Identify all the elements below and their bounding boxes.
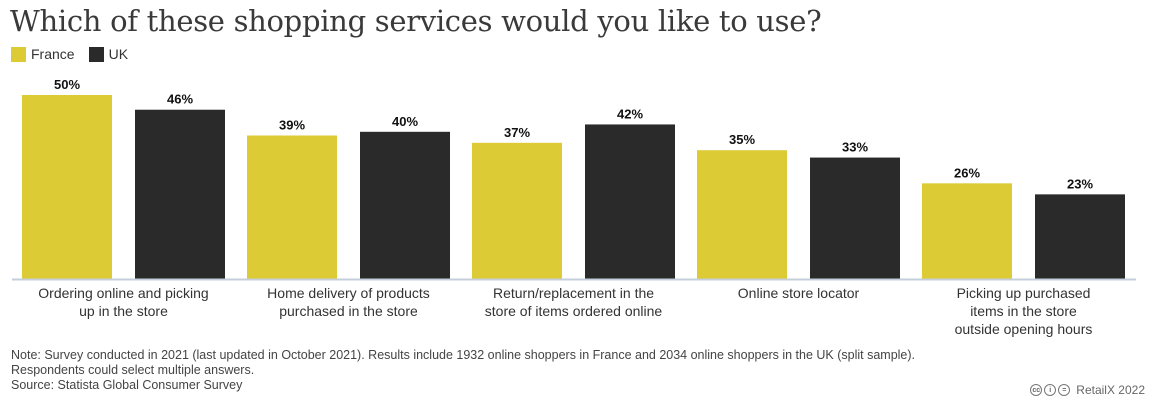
data-label-uk-2: 42%	[617, 106, 643, 121]
legend-item-uk: UK	[88, 46, 129, 62]
bar-france-1	[247, 135, 337, 279]
chart-title: Which of these shopping services would y…	[10, 4, 822, 38]
category-label-4: Picking up purchased items in the store ou…	[955, 285, 1093, 337]
bar-uk-3	[810, 157, 900, 279]
cc-icon: cc	[1030, 384, 1043, 396]
bar-uk-1	[360, 131, 450, 279]
bar-uk-2	[585, 124, 675, 279]
credit-text: RetailX 2022	[1076, 383, 1145, 397]
credit: cc i = RetailX 2022	[1030, 383, 1145, 397]
legend-swatch-uk	[88, 46, 104, 62]
legend-label-france: France	[31, 46, 75, 62]
chart-notes: Note: Survey conducted in 2021 (last upd…	[11, 348, 915, 393]
legend: France UK	[11, 46, 142, 62]
bar-uk-0	[135, 109, 225, 279]
by-icon: i	[1044, 384, 1057, 396]
legend-swatch-france	[11, 46, 26, 62]
data-label-france-4: 26%	[954, 165, 980, 180]
equals-icon: =	[1058, 384, 1071, 396]
bar-france-3	[697, 150, 787, 279]
category-label-0: Ordering online and picking up in the sto…	[38, 285, 208, 319]
bar-france-0	[22, 95, 112, 279]
category-label-1: Home delivery of products purchased in th…	[267, 285, 430, 319]
bar-chart: 50% 46% Ordering online and picking up in t…	[12, 77, 1136, 337]
note-survey: Note: Survey conducted in 2021 (last upd…	[11, 348, 916, 362]
data-label-france-2: 37%	[504, 125, 530, 140]
legend-item-france: France	[11, 46, 75, 62]
category-label-3: Online store locator	[738, 285, 860, 301]
legend-label-uk: UK	[108, 46, 129, 62]
data-label-uk-0: 46%	[167, 92, 193, 107]
bar-france-4	[922, 183, 1012, 279]
note-source: Source: Statista Global Consumer Survey	[11, 378, 243, 392]
data-label-uk-1: 40%	[392, 114, 418, 129]
data-label-uk-3: 33%	[842, 140, 868, 155]
data-label-france-1: 39%	[279, 117, 305, 132]
bar-france-2	[472, 142, 562, 279]
note-multiple-answers: Respondents could select multiple answer…	[11, 363, 255, 377]
category-label-2: Return/replacement in the store of items …	[485, 285, 663, 319]
data-label-uk-4: 23%	[1067, 176, 1093, 191]
data-label-france-3: 35%	[729, 132, 755, 147]
data-label-france-0: 50%	[54, 77, 80, 92]
bar-uk-4	[1035, 194, 1125, 279]
